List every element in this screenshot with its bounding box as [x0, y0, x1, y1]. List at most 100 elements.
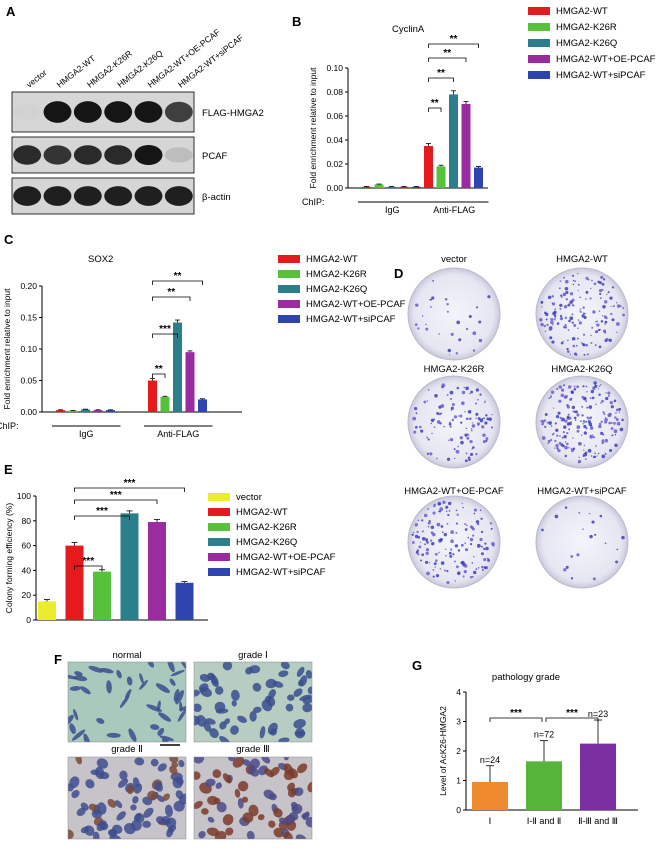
colony: [588, 405, 593, 409]
colony: [564, 286, 569, 291]
colony: [423, 513, 428, 518]
nucleus: [265, 678, 277, 689]
colony: [565, 298, 568, 301]
nucleus: [278, 817, 288, 825]
colony: [590, 416, 593, 418]
colony: [607, 394, 610, 397]
colony: [485, 414, 488, 417]
nucleus: [283, 763, 293, 775]
colony: [601, 314, 604, 317]
colony: [604, 320, 607, 323]
legend-label: HMGA2-WT+OE-PCAF: [306, 299, 406, 310]
chart-title: CyclinA: [392, 24, 425, 35]
significance-bracket: [152, 373, 166, 378]
colony: [440, 412, 443, 415]
colony: [574, 280, 577, 283]
significance-label: **: [155, 364, 163, 375]
nucleus: [285, 703, 294, 712]
colony: [487, 557, 489, 560]
colony: [601, 288, 604, 291]
colony: [582, 528, 584, 530]
nucleus: [293, 787, 304, 797]
colony: [541, 436, 546, 440]
nucleus: [132, 777, 140, 788]
colony: [575, 353, 578, 356]
colony: [585, 400, 588, 403]
nucleus: [173, 688, 180, 702]
colony: [433, 542, 435, 544]
panel-label-c: C: [4, 232, 14, 247]
legend-swatch: [208, 538, 230, 546]
nucleus: [109, 834, 122, 839]
legend-swatch: [278, 315, 300, 323]
colony: [548, 327, 552, 331]
colony: [475, 520, 480, 524]
colony: [602, 329, 607, 333]
colony: [597, 328, 601, 332]
colony: [475, 417, 477, 419]
colony: [594, 384, 598, 389]
colony: [478, 338, 483, 343]
nucleus: [280, 662, 290, 670]
significance-label: ***: [110, 490, 122, 501]
colony: [578, 461, 580, 464]
legend-label: HMGA2-WT+OE-PCAF: [556, 54, 656, 65]
colony: [550, 390, 555, 394]
colony: [554, 439, 557, 443]
colony: [466, 436, 470, 440]
nucleus: [91, 808, 103, 819]
colony: [455, 509, 458, 512]
colony: [469, 537, 474, 542]
colony: [460, 440, 464, 445]
colony: [559, 435, 561, 437]
nucleus: [116, 811, 126, 821]
significance-label: **: [174, 271, 182, 282]
significance-bracket: [428, 107, 442, 112]
nucleus: [237, 797, 244, 809]
significance-label: ***: [124, 478, 136, 489]
colony: [438, 538, 442, 543]
colony: [616, 331, 618, 334]
colony: [421, 536, 426, 541]
colony: [446, 522, 449, 525]
y-tick-label: 80: [22, 516, 32, 526]
colony: [564, 316, 568, 320]
colony: [430, 531, 434, 535]
colony: [468, 417, 472, 421]
colony: [559, 316, 564, 321]
colony: [616, 302, 618, 304]
colony: [540, 300, 544, 304]
nucleus: [95, 766, 105, 780]
significance-bracket: [152, 296, 191, 301]
colony: [568, 319, 571, 323]
colony: [437, 503, 440, 506]
nucleus: [271, 803, 279, 814]
nucleus: [286, 814, 294, 825]
nucleus: [268, 820, 276, 828]
colony: [565, 290, 569, 295]
colony: [579, 308, 582, 310]
colony: [566, 347, 569, 351]
nucleus: [135, 812, 145, 823]
colony: [567, 339, 569, 342]
colony: [587, 448, 592, 453]
colony: [544, 330, 547, 333]
nucleus: [156, 816, 166, 825]
colony: [438, 510, 440, 513]
colony: [440, 561, 445, 565]
significance-label: **: [167, 287, 175, 298]
colony: [472, 349, 476, 352]
nucleus: [283, 831, 293, 839]
nucleus: [126, 784, 135, 795]
colony: [610, 305, 612, 308]
significance-bracket: [489, 717, 543, 722]
legend-label: HMGA2-WT+siPCAF: [556, 70, 646, 81]
significance-label: **: [437, 68, 445, 79]
nucleus: [142, 820, 151, 828]
colony: [573, 323, 577, 327]
colony: [564, 324, 567, 327]
blot-band: [73, 186, 102, 206]
group-label: Anti-FLAG: [433, 205, 475, 215]
